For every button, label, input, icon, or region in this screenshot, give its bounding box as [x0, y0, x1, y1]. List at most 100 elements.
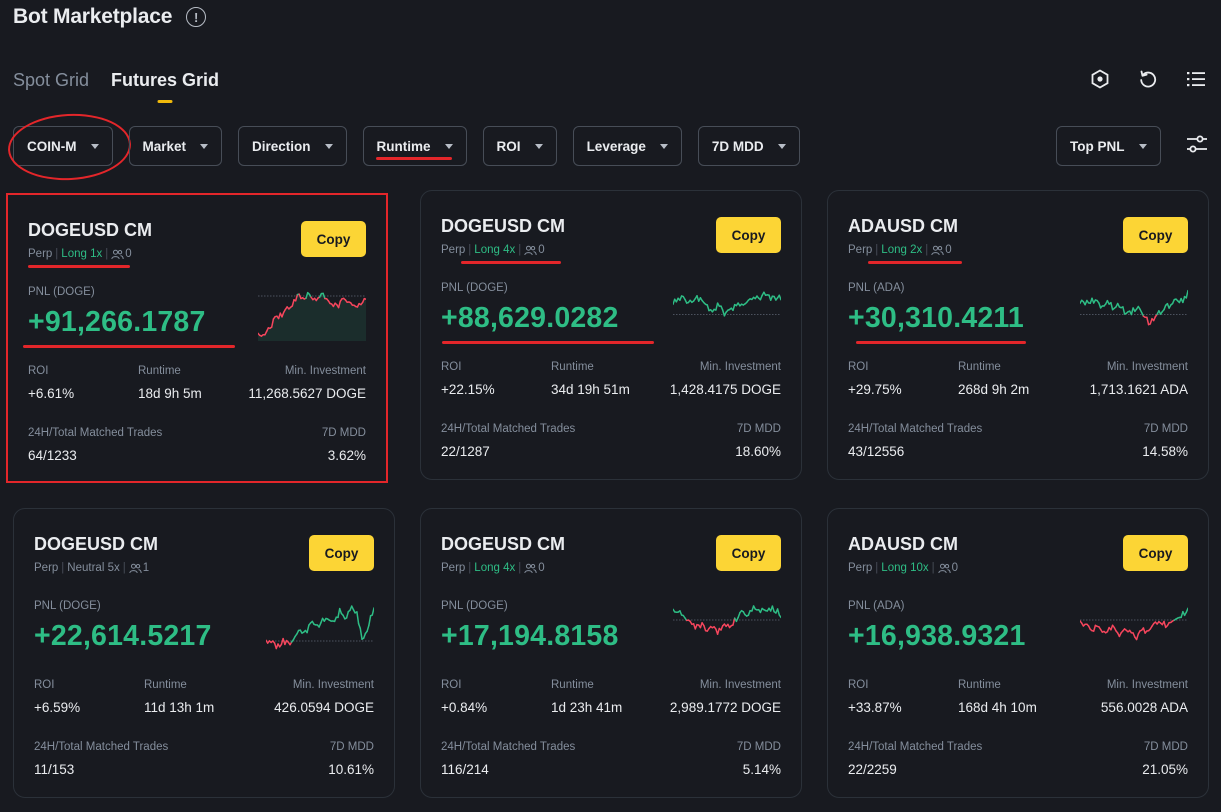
copy-button[interactable]: Copy	[309, 535, 374, 571]
direction-tag: Long 2x	[881, 244, 923, 256]
bot-tags: Perp | Long 2x | 0	[848, 244, 962, 264]
info-circle-icon[interactable]: !	[186, 7, 207, 27]
separator: |	[55, 248, 59, 260]
copy-button[interactable]: Copy	[1123, 217, 1188, 253]
runtime-label: Runtime	[551, 679, 594, 691]
direction-tag: Neutral 5x	[67, 562, 120, 574]
annotation-underline	[461, 261, 561, 264]
followers: 0	[937, 562, 958, 574]
pnl-value: +17,194.8158	[441, 620, 619, 652]
users-icon	[937, 563, 951, 573]
bot-card[interactable]: DOGEUSD CM Copy Perp | Long 1x | 0 PNL (…	[6, 193, 388, 483]
filter-runtime[interactable]: Runtime	[362, 126, 467, 166]
separator: |	[875, 562, 879, 574]
min-investment-value: 2,989.1772 DOGE	[669, 700, 781, 715]
runtime-value: 18d 9h 5m	[138, 386, 202, 401]
sparkline-segment	[305, 291, 309, 299]
pnl-sparkline	[258, 291, 366, 341]
roi-label: ROI	[34, 679, 55, 691]
runtime-label: Runtime	[958, 361, 1001, 373]
mdd-value: 10.61%	[328, 762, 374, 777]
copy-button[interactable]: Copy	[301, 221, 366, 257]
sparkline-segment	[371, 607, 374, 616]
separator: |	[122, 562, 126, 574]
filter-7d-mdd[interactable]: 7D MDD	[697, 126, 800, 166]
filter-label: 7D MDD	[711, 138, 764, 154]
sparkline-segment	[1163, 304, 1167, 311]
roi-value: +22.15%	[441, 382, 495, 397]
users-icon	[111, 249, 124, 259]
users-icon	[524, 563, 537, 573]
caret-down-icon	[659, 143, 668, 149]
filter-market[interactable]: Market	[128, 126, 223, 166]
direction-tag: Long 1x	[61, 248, 103, 260]
pnl-label: PNL (DOGE)	[34, 600, 101, 612]
annotation-underline	[375, 157, 452, 160]
sparkline-segment	[759, 294, 763, 301]
pnl-sparkline	[673, 605, 781, 635]
sparkline-segment	[776, 608, 781, 616]
sparkline-segment	[679, 295, 683, 301]
pnl-label: PNL (DOGE)	[28, 286, 95, 298]
separator: |	[875, 244, 879, 256]
tab-futures-grid[interactable]: Futures Grid	[111, 70, 220, 90]
followers-count: 0	[945, 244, 952, 256]
pnl-value: +88,629.0282	[441, 302, 619, 334]
sparkline-segment	[1163, 620, 1167, 629]
min-investment-label: Min. Investment	[284, 365, 366, 377]
sparkline-segment	[1182, 295, 1186, 304]
bot-card[interactable]: DOGEUSD CM Copy Perp | Long 4x | 0 PNL (…	[420, 190, 802, 480]
sparkline-segment	[1142, 627, 1146, 634]
pnl-value: +30,310.4211	[848, 302, 1024, 334]
sparkline-segment	[362, 632, 367, 639]
followers-count: 0	[538, 562, 545, 574]
tab-spot-grid[interactable]: Spot Grid	[13, 70, 90, 90]
bot-card[interactable]: DOGEUSD CM Copy Perp | Long 4x | 0 PNL (…	[420, 508, 802, 798]
sort-top-pnl[interactable]: Top PNL	[1056, 126, 1161, 166]
separator: |	[105, 248, 109, 260]
sparkline-segment	[363, 297, 366, 300]
copy-button[interactable]: Copy	[716, 535, 781, 571]
filter-label: Leverage	[586, 138, 646, 154]
min-investment-value: 556.0028 ADA	[1100, 700, 1188, 715]
bot-tags: Perp | Long 4x | 0	[441, 244, 561, 264]
roi-value: +0.84%	[441, 700, 488, 715]
sparkline-segment	[1146, 316, 1150, 326]
filter-coin-m[interactable]: COIN-M	[6, 110, 133, 184]
sparkline-segment	[270, 318, 275, 328]
sparkline-segment	[318, 622, 322, 628]
sparkline-segment	[771, 605, 775, 613]
bot-card[interactable]: DOGEUSD CM Copy Perp | Neutral 5x | 1 PN…	[13, 508, 395, 798]
refresh-icon[interactable]	[1137, 68, 1159, 90]
copy-button[interactable]: Copy	[1123, 535, 1188, 571]
followers-count: 0	[538, 244, 545, 256]
sparkline-segment	[1185, 289, 1188, 299]
list-icon[interactable]	[1185, 68, 1207, 90]
roi-label: ROI	[848, 361, 869, 373]
sparkline-segment	[1122, 306, 1126, 315]
filter-roi[interactable]: ROI	[482, 126, 557, 166]
filter-leverage[interactable]: Leverage	[572, 126, 682, 166]
matched-trades-label: 24H/Total Matched Trades	[441, 423, 576, 435]
sparkline-area	[258, 292, 366, 341]
followers: 0	[931, 244, 952, 256]
sliders-icon[interactable]	[1185, 132, 1209, 156]
filter-label: COIN-M	[27, 138, 77, 154]
matched-trades-value: 22/1287	[441, 444, 490, 459]
sparkline-segment	[338, 607, 343, 615]
symbol: ADAUSD CM	[848, 216, 958, 236]
filter-label: ROI	[496, 138, 521, 154]
sparkline-segment	[294, 293, 299, 302]
min-investment-value: 1,713.1621 ADA	[1089, 382, 1188, 397]
copy-button[interactable]: Copy	[716, 217, 781, 253]
filter-direction[interactable]: Direction	[238, 126, 347, 166]
sparkline-segment	[1132, 632, 1136, 638]
bot-card[interactable]: ADAUSD CM Copy Perp | Long 2x | 0 PNL (A…	[827, 190, 1209, 480]
sparkline-segment	[737, 611, 741, 619]
mdd-value: 14.58%	[1142, 444, 1188, 459]
roi-value: +6.59%	[34, 700, 81, 715]
bot-card[interactable]: ADAUSD CM Copy Perp | Long 10x | 0 PNL (…	[827, 508, 1209, 798]
bot-hexagon-icon[interactable]	[1089, 68, 1111, 90]
annotation-underline	[23, 345, 235, 348]
runtime-label: Runtime	[958, 679, 1001, 691]
